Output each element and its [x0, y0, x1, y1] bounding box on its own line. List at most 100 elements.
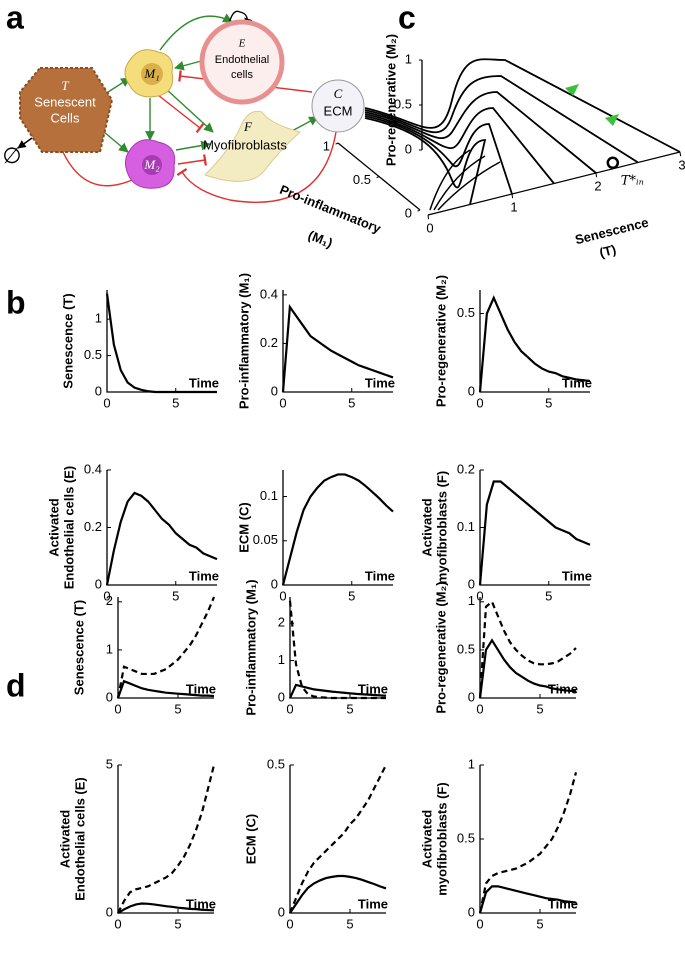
- tick: [595, 172, 598, 178]
- y-axis-label: Pro-inflammatory (M₁): [243, 579, 258, 715]
- tick-label: 1: [405, 51, 412, 66]
- data-line: [105, 293, 217, 394]
- y-tick-label: 0.1: [457, 519, 475, 534]
- panel-label: a: [6, 0, 24, 35]
- data-line: [478, 600, 577, 699]
- y-tick-label: 2: [106, 593, 113, 608]
- x-tick-label: 0: [286, 701, 293, 716]
- node-symbol: C: [334, 86, 343, 101]
- y-tick-label: 1: [106, 641, 113, 656]
- x-tick-label: 0: [114, 701, 121, 716]
- node-symbol: M₁: [143, 66, 159, 81]
- x-axis-label: (T): [598, 242, 618, 261]
- y-axis-label: Endothelial cells (E): [72, 777, 87, 901]
- y-tick-label: 0.4: [84, 461, 102, 476]
- trajectory: [364, 75, 639, 164]
- y-axis-label: Activated: [57, 810, 72, 869]
- y-axis-label: Pro-regenerative (M₂): [433, 581, 448, 713]
- trajectory: [364, 107, 555, 185]
- y-axis-label: Activated: [46, 498, 61, 557]
- x-tick-label: 5: [346, 701, 353, 716]
- y-tick-label: 1: [95, 311, 102, 326]
- data-line: [478, 638, 577, 699]
- data-line: [116, 596, 216, 699]
- y-tick-label: 0: [468, 904, 475, 919]
- x-tick-label: 5: [545, 588, 552, 603]
- x-tick-label: 0: [286, 916, 293, 931]
- x-tick-label: 5: [536, 916, 543, 931]
- y-tick-label: 0: [271, 576, 278, 591]
- y-tick-label: 0.5: [457, 305, 475, 320]
- data-line: [478, 885, 577, 914]
- trajectory: [364, 115, 513, 195]
- node-label: Cells: [51, 110, 80, 125]
- data-line: [478, 480, 591, 586]
- trajectory: [429, 149, 471, 211]
- tick: [376, 176, 380, 179]
- x-axis-label: Time: [186, 896, 216, 911]
- x-axis-label: Time: [358, 896, 388, 911]
- x-tick-label: 0: [476, 588, 483, 603]
- m1-nucleus: [141, 63, 163, 85]
- y-tick-label: 0.2: [457, 461, 475, 476]
- tick: [417, 209, 421, 212]
- y-tick-label: 0.05: [253, 532, 278, 547]
- annotation: T*ᵢₙ: [621, 173, 644, 188]
- node-symbol: F: [243, 119, 253, 134]
- panel-label: c: [398, 0, 416, 35]
- x-tick-label: 5: [536, 701, 543, 716]
- y-tick-label: 1: [468, 756, 475, 771]
- x-tick-label: 5: [172, 588, 179, 603]
- tick-label: 0: [426, 220, 433, 235]
- ecm: [311, 79, 365, 133]
- y-tick-label: 0: [468, 383, 475, 398]
- data-line: [289, 683, 387, 699]
- y-tick-label: 0: [106, 689, 113, 704]
- x-axis-label: Time: [562, 568, 592, 583]
- y-tick-label: 0.5: [457, 641, 475, 656]
- y-axis-label: ECM (C): [243, 814, 258, 865]
- x-tick-label: 0: [476, 395, 483, 410]
- x-tick-label: 5: [348, 395, 355, 410]
- x-tick-label: 5: [346, 916, 353, 931]
- y-axis-label: Pro-inflammatory (M₁): [236, 273, 251, 409]
- node-symbol: M₂: [143, 157, 160, 172]
- y-tick-label: 0.2: [84, 519, 102, 534]
- data-line: [117, 764, 216, 914]
- x-axis-label: Time: [189, 375, 219, 390]
- endothelial-vessel: [199, 19, 285, 105]
- diagram-arrows: [17, 10, 337, 203]
- y-axis-label: Pro-inflammatory: [278, 182, 384, 237]
- y-tick-label: 0.2: [260, 335, 278, 350]
- x-axis-label: Time: [186, 681, 216, 696]
- tick-label: 0.5: [394, 96, 412, 111]
- data-line: [289, 874, 387, 914]
- data-line: [288, 764, 387, 914]
- flow-arrow: [605, 114, 619, 126]
- x-axis-label: Time: [365, 375, 395, 390]
- panel-label: d: [6, 667, 26, 703]
- panel-label: b: [6, 284, 26, 320]
- data-line: [116, 679, 215, 699]
- y-tick-label: 0: [106, 904, 113, 919]
- data-line: [478, 295, 591, 393]
- y-tick-label: 0: [468, 576, 475, 591]
- y-tick-label: 0: [468, 689, 475, 704]
- senescent-cell: [19, 67, 114, 153]
- x-axis-label: Time: [548, 681, 578, 696]
- y-axis-label: myofibroblasts (F): [434, 471, 449, 584]
- y-axis-label: Activated: [419, 810, 434, 869]
- node-label: Endothelial: [215, 54, 269, 66]
- x-tick-label: 0: [279, 588, 286, 603]
- trajectory: [433, 155, 486, 211]
- data-line: [281, 473, 394, 586]
- node-label: Senescent: [34, 94, 96, 109]
- tick-label: 0: [405, 141, 412, 156]
- node-label: cells: [231, 69, 254, 81]
- y-tick-label: 1: [278, 652, 285, 667]
- y-axis-label: ECM (C): [236, 502, 251, 553]
- y-axis-label: (M₁): [306, 227, 335, 250]
- y-axis-label: Endothelial cells (E): [61, 466, 76, 590]
- y-tick-label: 0: [95, 383, 102, 398]
